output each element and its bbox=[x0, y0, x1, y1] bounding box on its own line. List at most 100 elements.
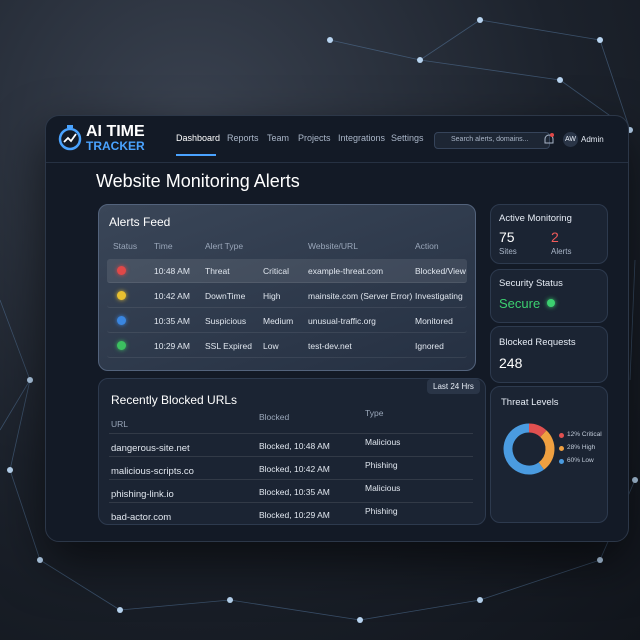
column-header: Alert Type bbox=[205, 241, 244, 251]
block-type: Phishing bbox=[365, 460, 398, 470]
row-divider bbox=[109, 479, 473, 480]
page-title: Website Monitoring Alerts bbox=[96, 171, 300, 191]
notification-icon[interactable] bbox=[543, 133, 555, 147]
card-title: Active Monitoring bbox=[499, 213, 572, 224]
threat-levels-card: Threat Levels 12% Critical 28% High 60% Lo… bbox=[490, 386, 608, 523]
status-dot bbox=[117, 266, 126, 275]
alerts-feed-panel: Alerts Feed Status Time Alert Type Website/… bbox=[98, 204, 476, 371]
legend-label: 28% High bbox=[567, 444, 596, 451]
blocked-url: malicious-scripts.co bbox=[111, 466, 194, 477]
alert-type: DownTime bbox=[205, 291, 246, 301]
time-filter[interactable]: Last 24 Hrs bbox=[427, 379, 480, 394]
legend-swatch bbox=[559, 433, 564, 438]
blocked-count: 248 bbox=[499, 355, 523, 371]
block-type: Malicious bbox=[365, 437, 401, 447]
alert-time: 10:48 AM bbox=[154, 266, 190, 276]
blocked-url: phishing-link.io bbox=[111, 489, 174, 500]
blocked-url: bad-actor.com bbox=[111, 512, 172, 523]
donut-segment bbox=[528, 423, 547, 438]
table-row bbox=[107, 334, 467, 358]
alert-action: Blocked/View bbox=[415, 266, 466, 276]
search-box[interactable]: Search alerts, domains... bbox=[434, 132, 550, 149]
sites-label: Sites bbox=[499, 247, 517, 256]
status-value: Secure bbox=[499, 296, 541, 311]
card-title: Security Status bbox=[499, 278, 563, 289]
search-placeholder: Search alerts, domains... bbox=[451, 136, 529, 143]
card-title: Threat Levels bbox=[501, 397, 559, 408]
nav-item[interactable]: Dashboard bbox=[176, 133, 221, 143]
column-header: Time bbox=[154, 241, 173, 251]
legend-swatch bbox=[559, 459, 564, 464]
block-type: Malicious bbox=[365, 483, 401, 493]
column-header: Blocked bbox=[259, 412, 290, 422]
status-indicator bbox=[547, 299, 555, 307]
blocked-requests-card: Blocked Requests 248 bbox=[490, 326, 608, 383]
column-header: Action bbox=[415, 241, 439, 251]
alert-action: Investigating bbox=[415, 291, 463, 301]
column-header: Status bbox=[113, 241, 138, 251]
nav-item[interactable]: Team bbox=[267, 133, 290, 143]
alert-severity: Low bbox=[263, 341, 279, 351]
active-monitoring-card: Active Monitoring 75 Sites 2 Alerts bbox=[490, 204, 608, 264]
nav-underline bbox=[176, 154, 216, 156]
alert-time: 10:29 AM bbox=[154, 341, 190, 351]
alert-severity: High bbox=[263, 291, 281, 301]
donut-segment bbox=[538, 430, 555, 470]
logo-text: AI TIME bbox=[86, 123, 145, 140]
alerts-label: Alerts bbox=[551, 247, 572, 256]
alert-type: SSL Expired bbox=[205, 341, 252, 351]
logo-text: TRACKER bbox=[86, 139, 145, 153]
panel-title: Alerts Feed bbox=[109, 215, 171, 229]
donut-segment bbox=[503, 423, 544, 475]
status-dot bbox=[117, 341, 126, 350]
blocked-urls-panel: Recently Blocked URLs Last 24 Hrs URL Blo… bbox=[98, 378, 486, 525]
logo-icon bbox=[58, 125, 82, 151]
alert-type: Suspicious bbox=[205, 316, 247, 326]
column-header: URL bbox=[111, 419, 129, 429]
alert-severity: Critical bbox=[263, 266, 289, 276]
alert-type: Threat bbox=[205, 266, 230, 276]
legend-swatch bbox=[559, 446, 564, 451]
dashboard: AI TIME TRACKER Search alerts, domains..… bbox=[45, 115, 629, 542]
legend-label: 12% Critical bbox=[567, 431, 602, 438]
blocked-time: Blocked, 10:35 AM bbox=[259, 487, 330, 497]
nav-item[interactable]: Integrations bbox=[338, 133, 386, 143]
panel-title: Recently Blocked URLs bbox=[111, 393, 238, 407]
block-type: Phishing bbox=[365, 506, 398, 516]
alert-url: test-dev.net bbox=[308, 341, 352, 351]
row-divider bbox=[109, 456, 473, 457]
blocked-time: Blocked, 10:48 AM bbox=[259, 441, 330, 451]
nav-item[interactable]: Reports bbox=[227, 133, 259, 143]
row-divider bbox=[109, 433, 473, 434]
alert-time: 10:42 AM bbox=[154, 291, 190, 301]
alert-url: mainsite.com (Server Error) bbox=[308, 291, 413, 301]
alert-severity: Medium bbox=[263, 316, 294, 326]
blocked-time: Blocked, 10:29 AM bbox=[259, 510, 330, 520]
header: AI TIME TRACKER Search alerts, domains..… bbox=[46, 116, 628, 163]
user-name[interactable]: Admin bbox=[581, 135, 604, 144]
card-title: Blocked Requests bbox=[499, 337, 576, 348]
column-header: Type bbox=[365, 408, 384, 418]
table-row bbox=[107, 259, 467, 283]
nav-item[interactable]: Settings bbox=[391, 133, 424, 143]
blocked-time: Blocked, 10:42 AM bbox=[259, 464, 330, 474]
legend-label: 60% Low bbox=[567, 457, 594, 464]
row-divider bbox=[109, 502, 473, 503]
column-header: Website/URL bbox=[308, 241, 358, 251]
avatar[interactable]: AW bbox=[563, 132, 578, 147]
alert-url: example-threat.com bbox=[308, 266, 384, 276]
alert-time: 10:35 AM bbox=[154, 316, 190, 326]
security-status-card: Security Status Secure bbox=[490, 269, 608, 323]
alert-action: Ignored bbox=[415, 341, 444, 351]
status-dot bbox=[117, 291, 126, 300]
alerts-count: 2 bbox=[551, 229, 559, 245]
nav-item[interactable]: Projects bbox=[298, 133, 331, 143]
table-row bbox=[107, 284, 467, 308]
table-row bbox=[107, 309, 467, 333]
donut-chart bbox=[503, 423, 555, 475]
sites-count: 75 bbox=[499, 229, 515, 245]
blocked-url: dangerous-site.net bbox=[111, 443, 190, 454]
alert-url: unusual-traffic.org bbox=[308, 316, 376, 326]
status-dot bbox=[117, 316, 126, 325]
